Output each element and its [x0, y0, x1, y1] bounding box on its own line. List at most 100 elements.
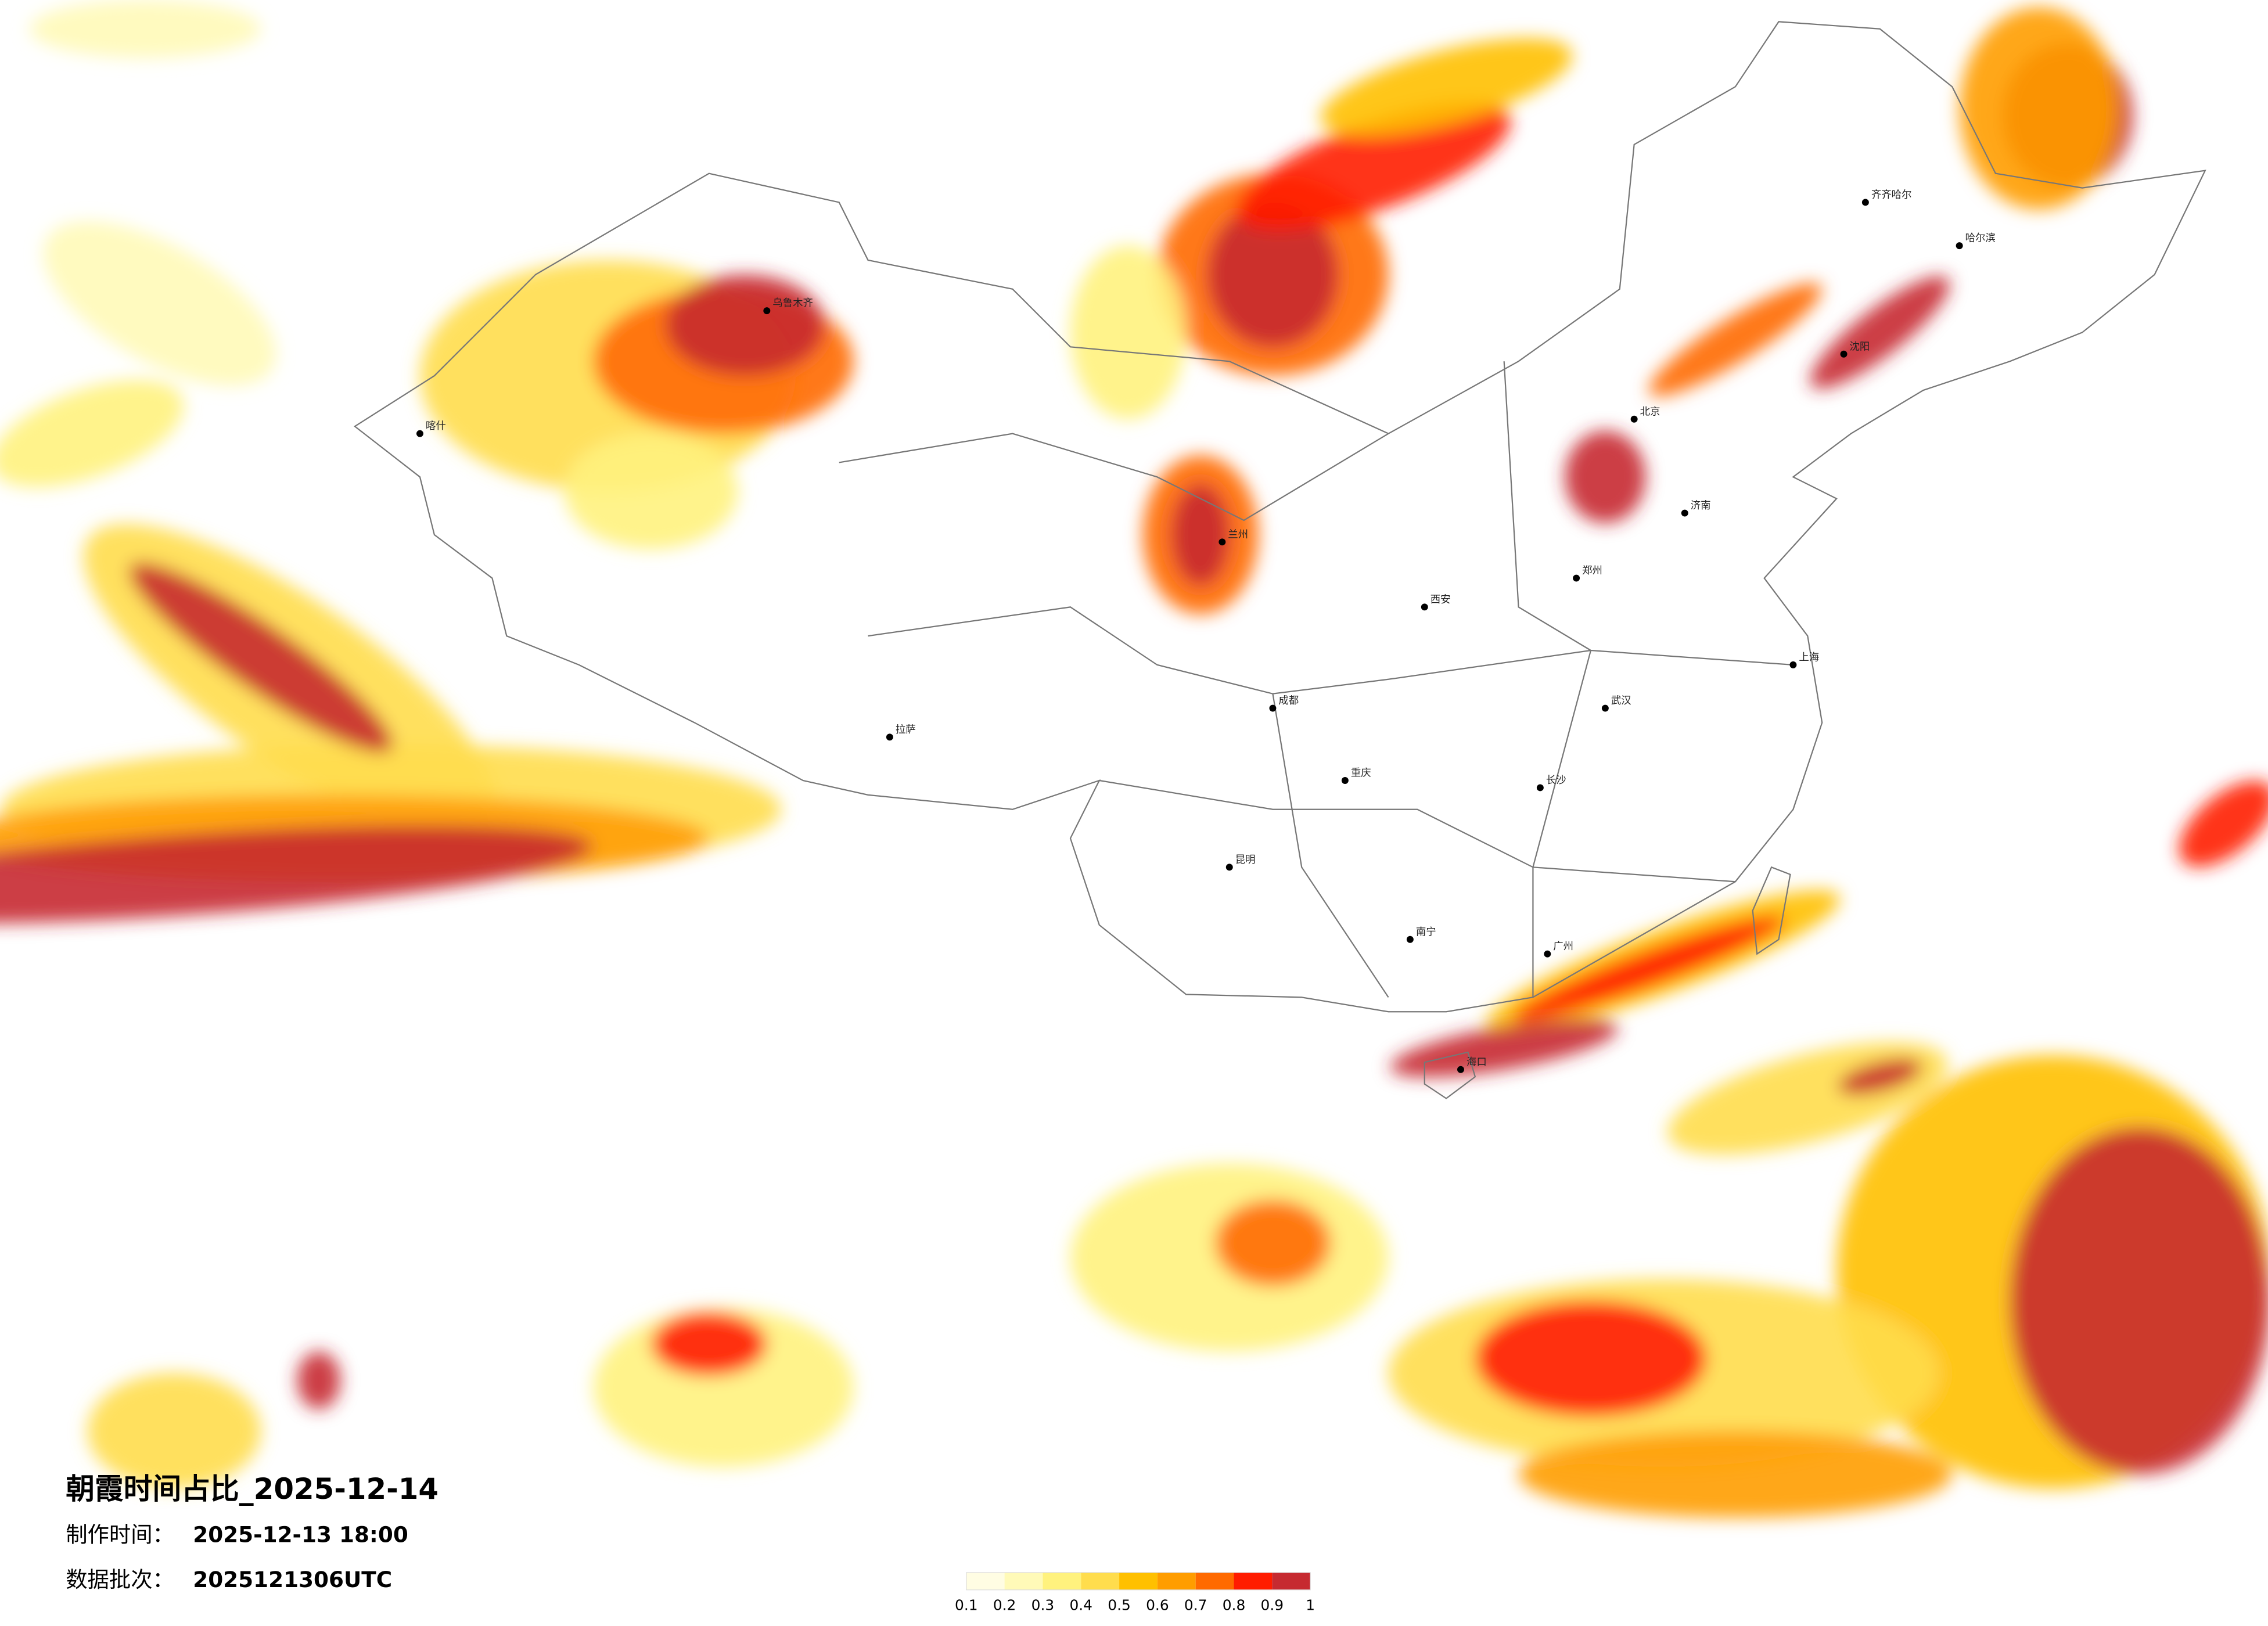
- city-dot: [1269, 704, 1277, 712]
- colorbar-cell: [1157, 1572, 1196, 1590]
- heat-blob: [1320, 38, 1573, 135]
- island-outline: [1752, 866, 1791, 955]
- province-line: [839, 361, 1793, 998]
- heat-blob: [29, 0, 261, 58]
- heat-blob: [1565, 430, 1646, 523]
- colorbar-tick-label: 0.5: [1108, 1597, 1131, 1614]
- heat-blob: [1171, 484, 1230, 585]
- colorbar-cell: [1119, 1572, 1158, 1590]
- city-label: 北京: [1640, 406, 1660, 418]
- city-label: 昆明: [1235, 854, 1256, 866]
- heat-blob: [1512, 916, 1785, 1021]
- heat-blob: [1237, 102, 1511, 231]
- colorbar-tick-label: 0.9: [1261, 1597, 1284, 1614]
- heat-blob: [1207, 202, 1338, 347]
- title: 朝霞时间占比_2025-12-14: [66, 1472, 438, 1506]
- batch-label: 数据批次：: [66, 1567, 174, 1592]
- colorbar-cell: [1272, 1572, 1311, 1590]
- heat-blob: [651, 1312, 767, 1376]
- boundaries: [354, 21, 2206, 1099]
- city-dot: [1536, 784, 1544, 792]
- city-dot: [1601, 704, 1609, 712]
- heat-blob: [297, 1351, 341, 1409]
- colorbar-tick-label: 0.8: [1223, 1597, 1246, 1614]
- city-dot: [1219, 538, 1226, 546]
- heat-blob: [1838, 1059, 1922, 1095]
- city-label: 沈阳: [1850, 341, 1870, 352]
- heat-layer: [0, 0, 2268, 1518]
- colorbar-tick-label: 0.3: [1031, 1597, 1055, 1614]
- colorbar-frame: [966, 1572, 1311, 1591]
- city-label: 齐齐哈尔: [1871, 189, 1912, 201]
- made-label: 制作时间：: [66, 1522, 174, 1548]
- colorbar: 0.1 0.2 0.3 0.4 0.5 0.6 0.7 0.8 0.9 1: [955, 1572, 1315, 1614]
- city-label: 海口: [1467, 1056, 1487, 1068]
- city-label: 喀什: [426, 420, 446, 432]
- city-dot: [1956, 242, 1963, 250]
- colorbar-tick-label: 1: [1306, 1597, 1315, 1614]
- made-value: 2025-12-13 18:00: [193, 1522, 408, 1548]
- city-dot: [1789, 661, 1797, 668]
- city-dot: [1457, 1066, 1464, 1073]
- city-dot: [1544, 950, 1551, 958]
- heat-blob: [1810, 276, 1950, 389]
- heat-blob: [1648, 283, 1822, 397]
- heat-blob: [0, 825, 592, 924]
- colorbar-tick-label: 0.2: [993, 1597, 1016, 1614]
- city-label: 乌鲁木齐: [772, 298, 813, 310]
- heat-blob: [2179, 780, 2268, 868]
- city-label: 重庆: [1351, 768, 1371, 779]
- city-label: 广州: [1553, 941, 1573, 952]
- country-outline: [354, 21, 2206, 1013]
- city-label: 济南: [1691, 500, 1711, 512]
- colorbar-cell: [1004, 1572, 1043, 1590]
- colorbar-cell: [1081, 1572, 1120, 1590]
- heat-blob: [129, 563, 393, 753]
- colorbar-tick-label: 0.6: [1146, 1597, 1169, 1614]
- city-label: 兰州: [1228, 529, 1248, 541]
- heat-blob: [1390, 1018, 1618, 1077]
- city-dot: [1681, 509, 1688, 517]
- heat-blob: [1214, 1199, 1331, 1287]
- batch-value: 2025121306UTC: [193, 1567, 392, 1592]
- heat-blob: [43, 221, 276, 386]
- city-dot: [1341, 777, 1349, 784]
- city-label: 西安: [1430, 594, 1451, 606]
- city-label: 哈尔滨: [1965, 233, 1996, 244]
- city-label: 南宁: [1416, 926, 1436, 938]
- city-label: 成都: [1278, 695, 1299, 707]
- island-outline: [1424, 1051, 1476, 1099]
- colorbar-cell: [1043, 1572, 1081, 1590]
- city-dot: [1225, 864, 1233, 871]
- city-label: 郑州: [1582, 565, 1602, 577]
- city-label: 拉萨: [896, 724, 916, 736]
- colorbar-cell: [1195, 1572, 1234, 1590]
- city-label: 上海: [1799, 652, 1819, 663]
- heat-blob: [0, 380, 184, 487]
- city-label: 长沙: [1546, 775, 1566, 786]
- heat-blob: [1475, 1301, 1707, 1417]
- city-dot: [1840, 350, 1848, 358]
- heat-blob: [1070, 246, 1187, 419]
- city-label: 武汉: [1611, 695, 1631, 707]
- city-dot: [1406, 936, 1414, 943]
- city-dot: [1630, 415, 1638, 423]
- city-dot: [1421, 603, 1428, 611]
- colorbar-cell: [966, 1572, 1005, 1590]
- colorbar-tick-label: 0.1: [955, 1597, 978, 1614]
- colorbar-tick-label: 0.7: [1184, 1597, 1207, 1614]
- heat-blob: [564, 433, 738, 549]
- colorbar-tick-label: 0.4: [1069, 1597, 1092, 1614]
- heat-blob: [87, 1373, 261, 1489]
- heat-blob: [1518, 1431, 1953, 1518]
- colorbar-cell: [1234, 1572, 1273, 1590]
- city-dot: [1573, 574, 1580, 582]
- heat-blob: [1959, 7, 2119, 210]
- heat-blob: [2010, 1127, 2268, 1474]
- city-dot: [1861, 199, 1869, 206]
- heat-blob: [666, 274, 825, 376]
- city-dot: [886, 733, 893, 741]
- city-dot: [416, 430, 423, 437]
